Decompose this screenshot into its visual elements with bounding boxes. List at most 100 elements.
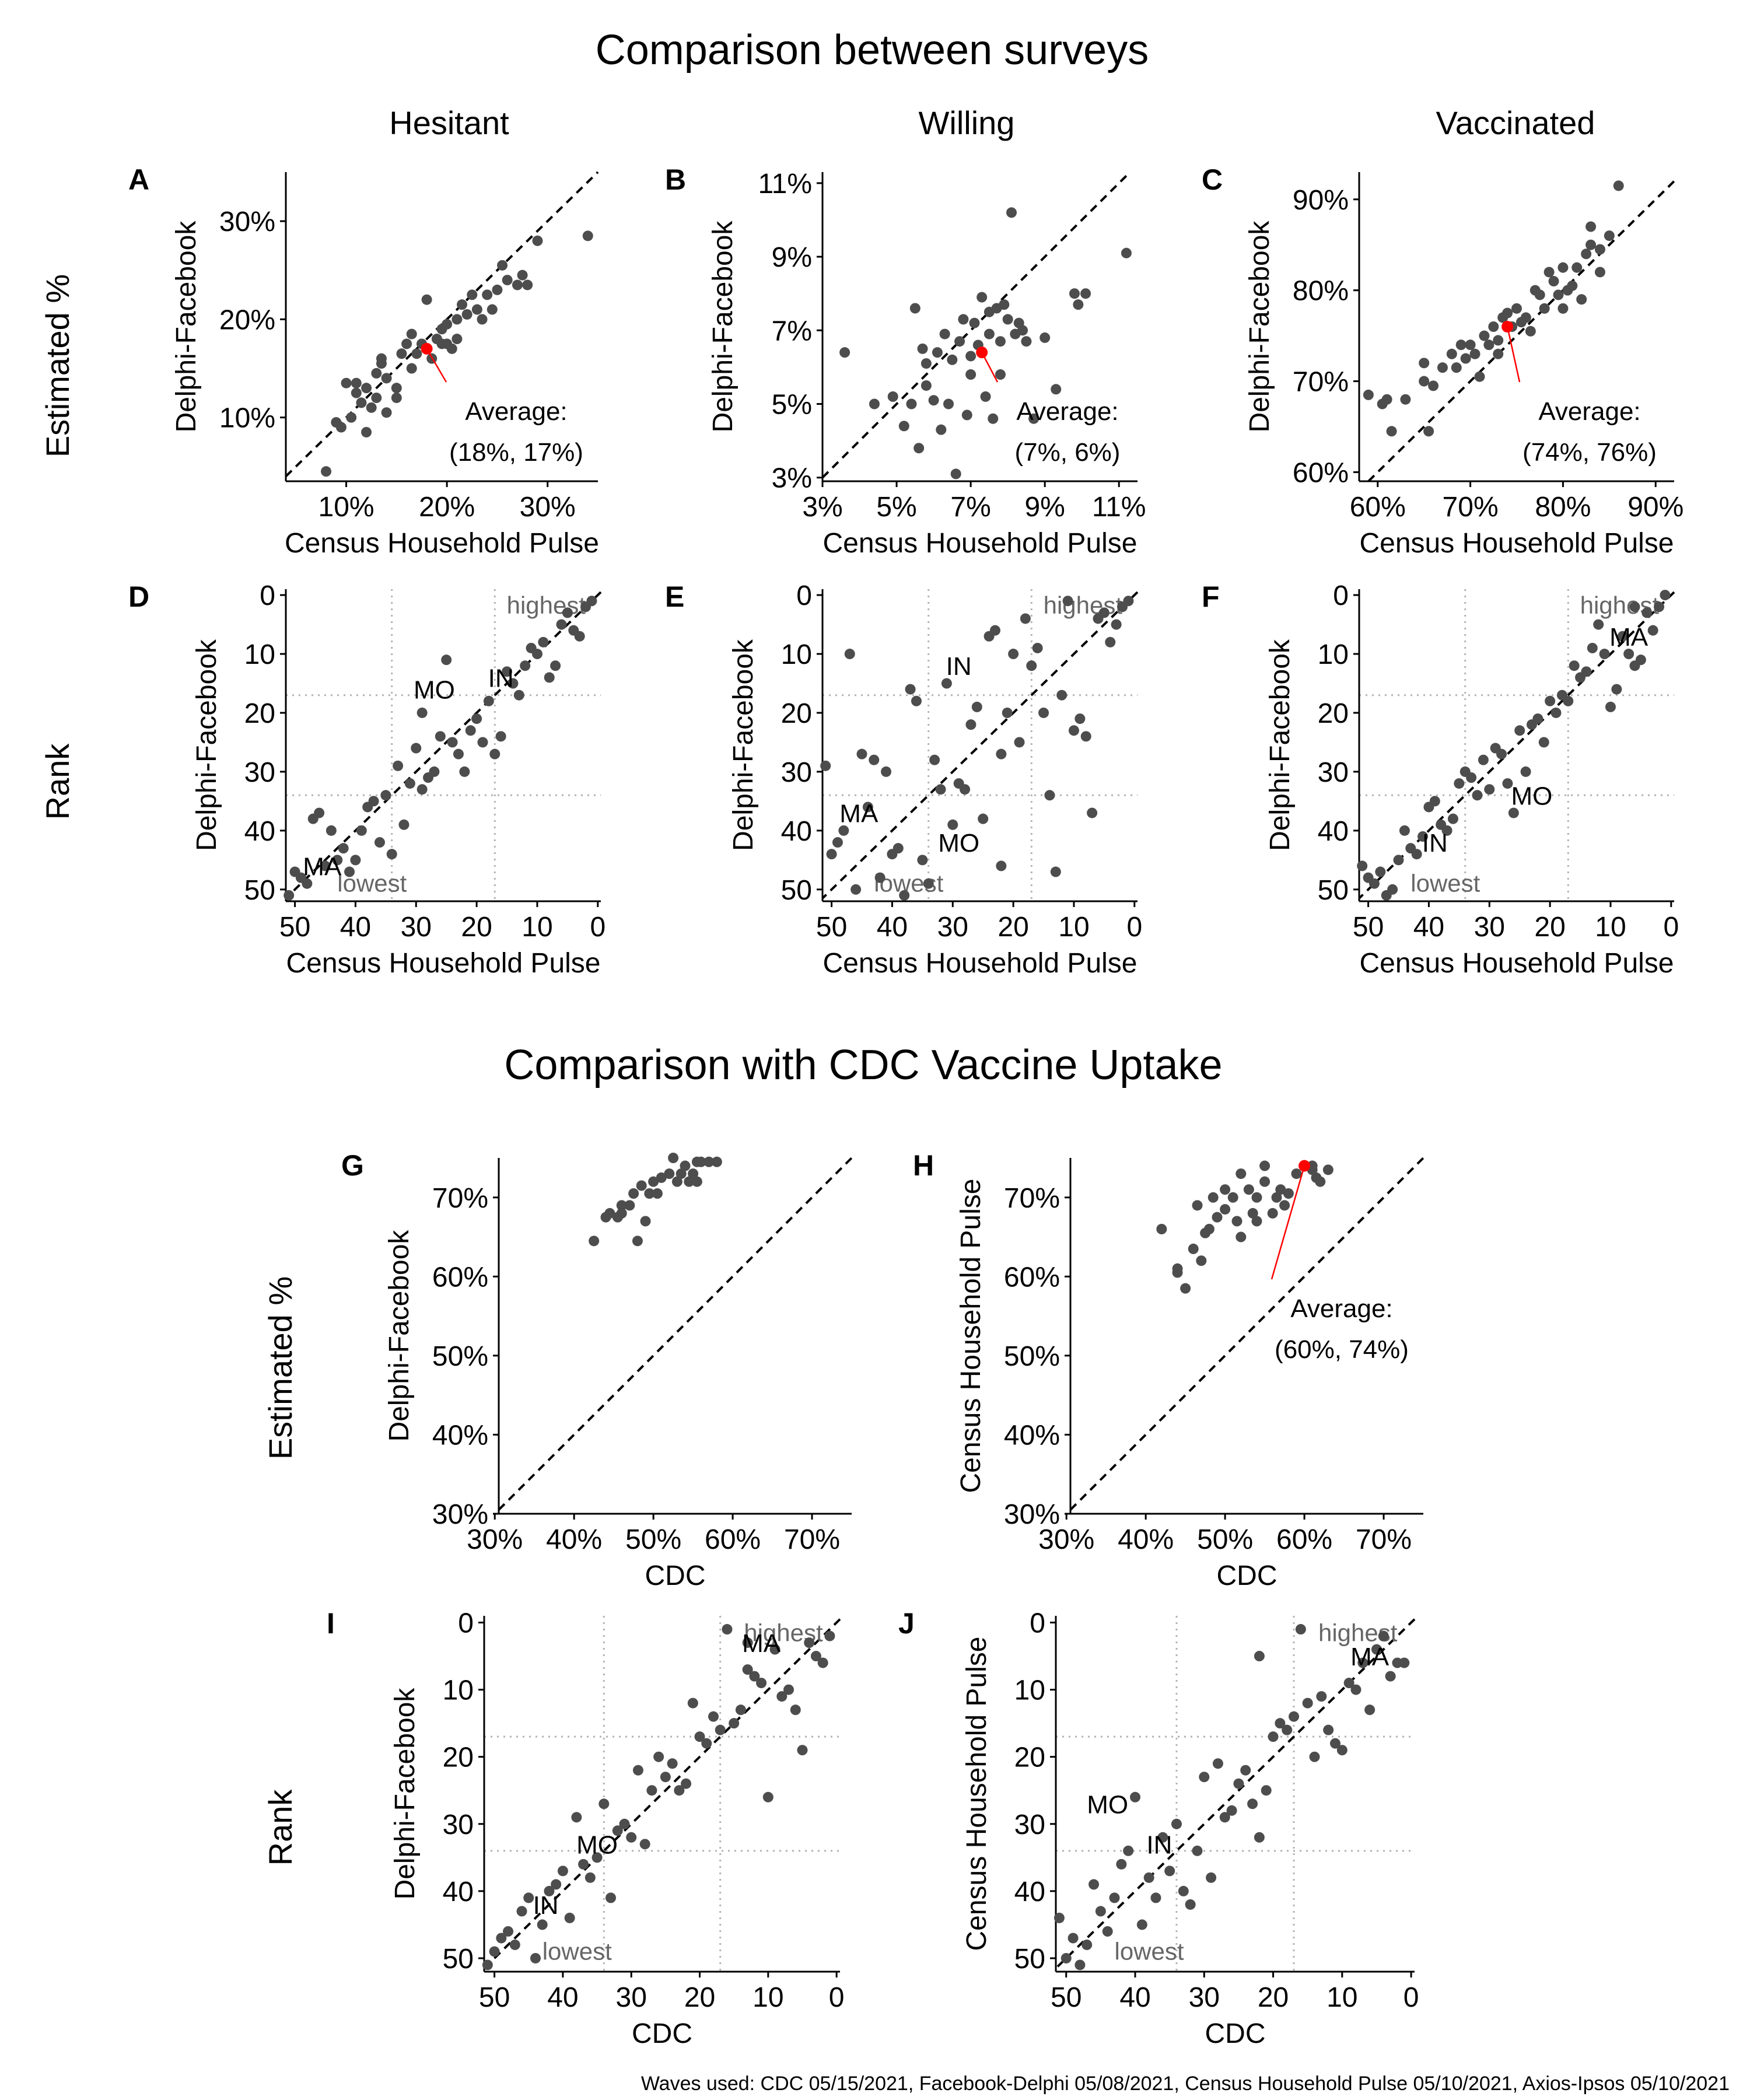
data-point: [321, 466, 332, 477]
data-point: [1581, 249, 1592, 260]
x-tick-label: 40%: [1118, 1524, 1174, 1555]
data-point: [1109, 1892, 1120, 1903]
data-point: [850, 884, 862, 895]
average-callout-line: [426, 348, 447, 383]
y-tick-label: 20%: [219, 304, 275, 335]
x-tick-label: 60%: [1350, 492, 1406, 523]
state-label-in: IN: [946, 652, 972, 681]
panel-g: 30% 40% 50% 60% 70% 30% 40% 50% 60% 70% CDC Delphi-…: [341, 1149, 853, 1591]
data-point: [1021, 336, 1032, 347]
data-point: [502, 275, 513, 286]
data-point: [680, 1160, 691, 1171]
data-point: [906, 398, 917, 410]
data-point: [790, 1704, 801, 1716]
data-point: [406, 328, 417, 340]
state-label-mo: MO: [414, 676, 455, 705]
y-tick-label: 0: [1030, 1608, 1045, 1639]
data-point: [346, 412, 357, 423]
data-point: [1465, 340, 1476, 351]
data-point: [1080, 288, 1091, 299]
average-value: (74%, 76%): [1522, 438, 1657, 467]
panel-letter: A: [128, 163, 149, 196]
data-point: [653, 1751, 664, 1762]
x-tick-label: 0: [1404, 1982, 1419, 2013]
data-point: [1236, 1168, 1247, 1180]
data-point: [708, 1711, 719, 1722]
data-point: [958, 314, 969, 325]
data-point: [1080, 731, 1091, 742]
x-tick-label: 40: [877, 912, 908, 943]
data-point: [1604, 230, 1615, 242]
x-tick-label: 50: [479, 1982, 510, 2013]
y-tick-label: 70%: [1293, 367, 1349, 398]
average-label: Average:: [1538, 397, 1640, 426]
data-point: [1660, 590, 1671, 601]
data-point: [564, 1912, 575, 1923]
y-tick-label: 10: [1014, 1675, 1045, 1706]
data-point: [1226, 1805, 1237, 1816]
data-point: [892, 843, 904, 854]
data-point: [939, 328, 950, 340]
x-tick-label: 50: [279, 912, 310, 943]
y-tick-label: 0: [1333, 580, 1349, 611]
data-point: [1275, 1718, 1286, 1729]
data-point: [1399, 825, 1410, 836]
data-point: [1185, 1899, 1196, 1910]
data-point: [797, 1745, 808, 1756]
data-point: [1038, 707, 1049, 718]
x-tick-label: 30: [1474, 912, 1505, 943]
data-point: [644, 1188, 655, 1199]
y-tick-label: 30: [1014, 1810, 1045, 1840]
y-tick-label: 40: [244, 816, 275, 847]
data-point: [1026, 660, 1037, 671]
data-point: [302, 878, 313, 889]
data-point: [1220, 1184, 1231, 1195]
y-axis-title: Delphi-Facebook: [1244, 220, 1275, 433]
data-point: [1069, 288, 1080, 299]
state-label-ma: MA: [1350, 1643, 1390, 1671]
data-point: [582, 230, 593, 242]
data-point: [351, 387, 362, 398]
data-point: [674, 1785, 685, 1796]
data-point: [452, 334, 463, 345]
y-tick-label: 20: [781, 698, 812, 729]
data-point: [1572, 262, 1583, 273]
x-tick-label: 0: [1126, 912, 1142, 943]
data-point: [729, 1718, 740, 1729]
x-tick-label: 10: [1058, 912, 1089, 943]
data-point: [1447, 813, 1458, 824]
data-point: [1478, 754, 1489, 765]
data-point: [817, 1657, 828, 1668]
data-point: [531, 649, 542, 660]
data-point: [1493, 335, 1504, 346]
data-point: [664, 1168, 675, 1180]
data-point: [396, 348, 407, 359]
data-point: [965, 719, 977, 730]
data-point: [1291, 1168, 1302, 1180]
data-point: [1275, 1184, 1286, 1195]
data-point: [844, 649, 855, 660]
data-point: [1534, 289, 1545, 300]
data-point: [411, 743, 422, 754]
data-point: [512, 279, 523, 290]
data-point: [1006, 207, 1017, 218]
data-point: [1268, 1731, 1279, 1742]
data-point: [381, 407, 392, 418]
data-point: [1484, 784, 1495, 795]
data-point: [1483, 340, 1494, 351]
data-point: [416, 707, 428, 718]
average-point: [976, 346, 988, 359]
y-tick-label: 40: [443, 1877, 474, 1908]
top-section-title: Comparison between surveys: [596, 27, 1149, 74]
state-label-ma: MA: [839, 800, 878, 828]
data-point: [961, 410, 972, 421]
data-point: [1261, 1785, 1272, 1796]
data-point: [1231, 1216, 1242, 1227]
data-point: [965, 369, 977, 380]
data-point: [1538, 737, 1549, 748]
data-point: [467, 289, 478, 300]
data-point: [606, 1892, 617, 1903]
data-point: [1387, 884, 1398, 895]
data-point: [969, 317, 980, 328]
data-point: [1056, 690, 1068, 701]
